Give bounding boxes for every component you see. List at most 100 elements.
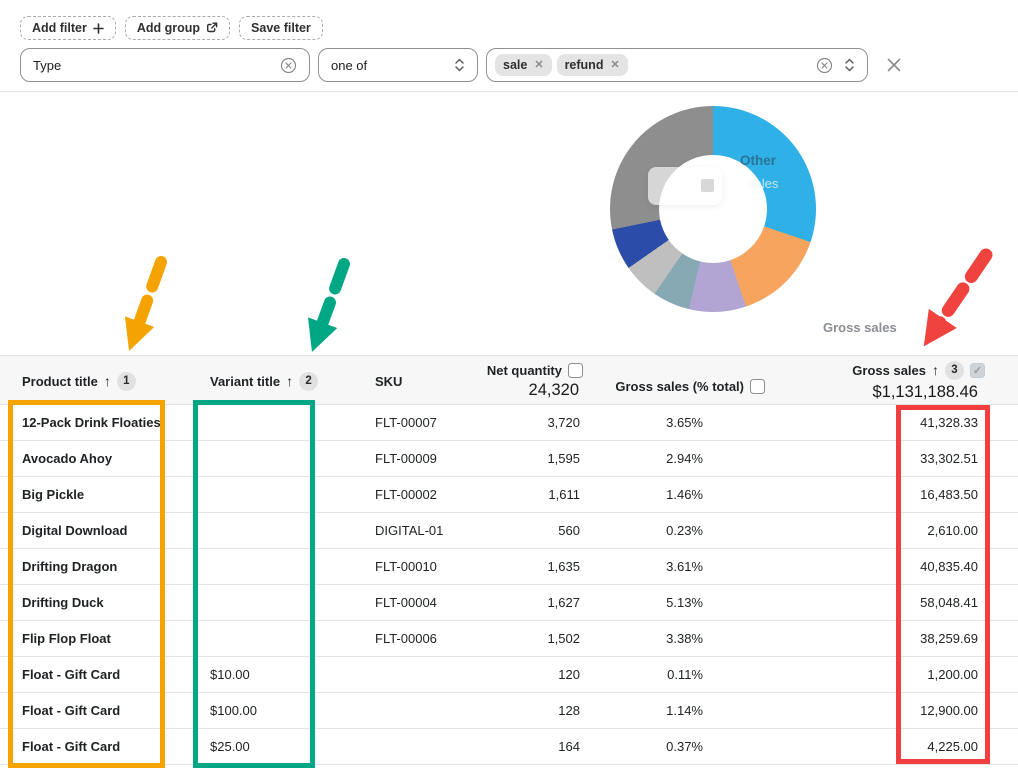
cell-gross-sales: 41,328.33 (920, 415, 978, 430)
header-label: SKU (375, 373, 403, 389)
table-row: Float - Gift Card $10.00 120 0.11% 1,200… (0, 657, 1018, 693)
cell-product-title: Avocado Ahoy (22, 451, 113, 466)
cell-gross-sales: 4,225.00 (927, 739, 978, 754)
cell-product-title: Float - Gift Card (22, 667, 121, 682)
sort-asc-icon (932, 362, 939, 378)
cell-net-quantity: 1,627 (547, 595, 580, 610)
cell-gross-sales-pct: 3.61% (666, 559, 703, 574)
header-variant-title[interactable]: Variant title 2 (210, 356, 319, 406)
add-group-button[interactable]: Add group (124, 16, 231, 40)
filter-toolbar: Add filter Add group Save filter (20, 16, 323, 40)
cell-gross-sales-pct: 3.65% (666, 415, 703, 430)
tooltip-subtitle: sales (748, 176, 779, 191)
cell-product-title: Digital Download (22, 523, 128, 538)
chart-legend-label: Gross sales (823, 320, 897, 335)
table-row: Big Pickle FLT-00002 1,611 1.46% 16,483.… (0, 477, 1018, 513)
tooltip-title: Other (740, 153, 777, 168)
net-quantity-checkbox[interactable] (568, 362, 583, 378)
tag-label: refund (564, 58, 604, 72)
cell-gross-sales: 12,900.00 (920, 703, 978, 718)
clear-values-icon[interactable] (816, 57, 833, 74)
cell-gross-sales: 58,048.41 (920, 595, 978, 610)
tooltip-swatch-icon (701, 179, 714, 192)
filter-field-input[interactable]: Type (20, 48, 310, 82)
cell-gross-sales-pct: 1.14% (666, 703, 703, 718)
header-label: Variant title (210, 373, 281, 389)
gross-sales-pct-checkbox[interactable] (750, 378, 765, 394)
chart-tooltip (648, 167, 722, 205)
donut-chart[interactable] (610, 106, 816, 312)
cell-net-quantity: 560 (558, 523, 580, 538)
header-gross-sales[interactable]: Gross sales 3 $1,131,188.46 (852, 356, 985, 406)
up-down-chevrons-icon (454, 58, 465, 72)
cell-product-title: Float - Gift Card (22, 739, 121, 754)
header-product-title[interactable]: Product title 1 (22, 356, 136, 406)
add-filter-button[interactable]: Add filter (20, 16, 116, 40)
external-link-icon (206, 22, 218, 34)
filter-operator-value: one of (331, 57, 368, 73)
header-label: Product title (22, 373, 98, 389)
header-sku[interactable]: SKU (375, 356, 402, 406)
tag-label: sale (503, 58, 528, 72)
cell-product-title: Drifting Duck (22, 595, 104, 610)
sort-asc-icon (286, 373, 293, 389)
cell-gross-sales: 1,200.00 (927, 667, 978, 682)
filter-tag-sale[interactable]: sale ✕ (495, 54, 552, 76)
cell-variant-title: $25.00 (210, 739, 250, 754)
cell-gross-sales: 38,259.69 (920, 631, 978, 646)
cell-gross-sales: 2,610.00 (927, 523, 978, 538)
filter-condition-row: Type one of sale ✕ refund ✕ (20, 48, 902, 82)
cell-gross-sales-pct: 0.11% (667, 667, 703, 682)
table-row: Float - Gift Card $100.00 128 1.14% 12,9… (0, 693, 1018, 729)
sort-asc-icon (104, 373, 111, 389)
remove-tag-icon[interactable]: ✕ (610, 58, 620, 71)
cell-net-quantity: 1,595 (547, 451, 580, 466)
header-net-quantity[interactable]: Net quantity 24,320 (487, 356, 583, 406)
header-label: Gross sales (852, 362, 926, 378)
add-group-label: Add group (136, 21, 201, 35)
cell-sku: FLT-00009 (375, 451, 437, 466)
header-gross-sales-pct[interactable]: Gross sales (% total) (615, 361, 765, 411)
add-filter-label: Add filter (32, 21, 87, 35)
cell-sku: FLT-00010 (375, 559, 437, 574)
table-row: Drifting Duck FLT-00004 1,627 5.13% 58,0… (0, 585, 1018, 621)
cell-sku: FLT-00006 (375, 631, 437, 646)
table-row: Flip Flop Float FLT-00006 1,502 3.38% 38… (0, 621, 1018, 657)
divider (0, 91, 1018, 92)
cell-variant-title: $100.00 (210, 703, 257, 718)
cell-net-quantity: 1,502 (547, 631, 580, 646)
cell-net-quantity: 1,635 (547, 559, 580, 574)
arrow-to-gross-sales (923, 248, 993, 347)
gross-sales-checkbox[interactable] (970, 362, 985, 378)
filter-values-input[interactable]: sale ✕ refund ✕ (486, 48, 868, 82)
cell-net-quantity: 1,611 (548, 487, 580, 502)
plus-icon (93, 22, 104, 34)
cell-gross-sales-pct: 3.38% (666, 631, 703, 646)
cell-net-quantity: 3,720 (547, 415, 580, 430)
cell-product-title: Flip Flop Float (22, 631, 111, 646)
remove-condition-icon[interactable] (886, 57, 902, 73)
filter-tag-refund[interactable]: refund ✕ (556, 54, 628, 76)
table-row: Avocado Ahoy FLT-00009 1,595 2.94% 33,30… (0, 441, 1018, 477)
net-quantity-total: 24,320 (528, 380, 579, 399)
table-header: Product title 1 Variant title 2 SKU Net … (0, 355, 1018, 405)
sort-order-badge: 1 (116, 371, 136, 391)
header-label: Net quantity (486, 362, 562, 378)
arrow-to-product-title (124, 256, 167, 351)
save-filter-button[interactable]: Save filter (239, 16, 323, 40)
cell-net-quantity: 120 (558, 667, 580, 682)
up-down-chevrons-icon (844, 58, 855, 72)
filter-field-value: Type (33, 57, 62, 73)
cell-gross-sales-pct: 0.23% (666, 523, 703, 538)
cell-product-title: Drifting Dragon (22, 559, 118, 574)
cell-sku: FLT-00007 (375, 415, 437, 430)
clear-field-icon[interactable] (280, 57, 297, 74)
cell-product-title: Big Pickle (22, 487, 85, 502)
cell-gross-sales-pct: 0.37% (666, 739, 703, 754)
cell-sku: DIGITAL-01 (375, 523, 444, 538)
cell-variant-title: $10.00 (210, 667, 250, 682)
remove-tag-icon[interactable]: ✕ (534, 58, 544, 71)
filter-operator-select[interactable]: one of (318, 48, 478, 82)
cell-sku: FLT-00002 (375, 487, 437, 502)
cell-product-title: 12-Pack Drink Floaties (22, 415, 161, 430)
